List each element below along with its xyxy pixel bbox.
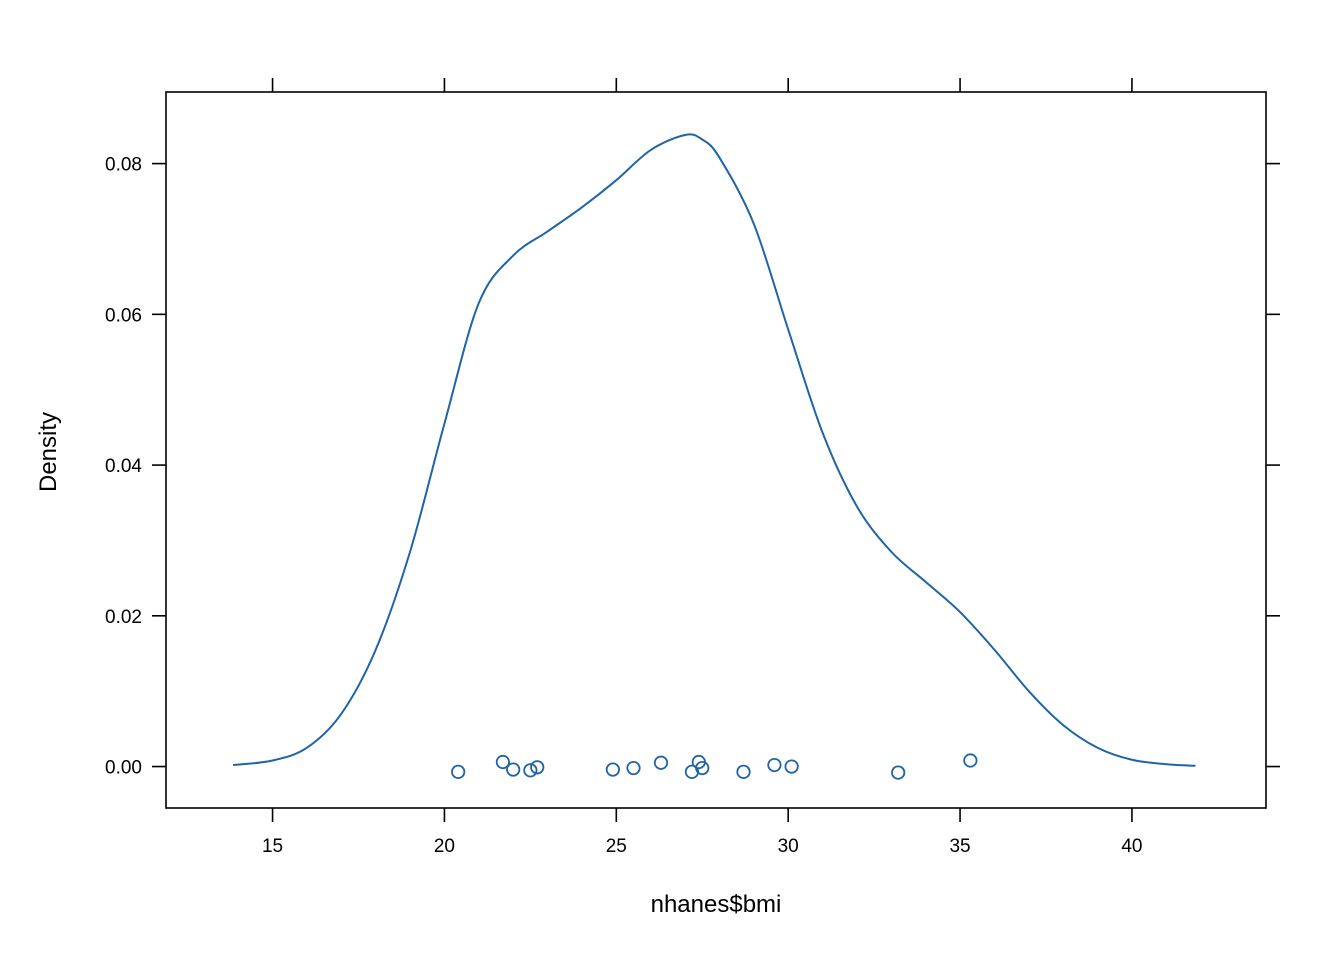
data-point xyxy=(506,762,521,777)
x-tick-label: 20 xyxy=(434,836,455,857)
x-axis: 15 20 25 30 35 40 xyxy=(262,78,1143,857)
y-tick-label: 0.04 xyxy=(105,456,142,477)
data-point xyxy=(767,757,782,773)
data-point xyxy=(451,764,466,779)
data-point xyxy=(530,760,545,775)
y-tick-label: 0.08 xyxy=(105,155,142,176)
x-tick-label: 25 xyxy=(606,836,627,857)
data-point xyxy=(495,754,510,770)
data-point xyxy=(891,765,906,780)
density-curve xyxy=(232,133,1196,767)
x-axis-label: nhanes$bmi xyxy=(651,891,782,918)
x-tick-label: 15 xyxy=(262,836,283,857)
x-tick-label: 35 xyxy=(949,836,970,857)
data-point xyxy=(653,755,669,770)
plot-frame xyxy=(165,91,1267,809)
data-point xyxy=(626,760,641,776)
y-tick-label: 0.02 xyxy=(105,607,142,628)
data-point xyxy=(695,760,710,776)
y-axis-label: Density xyxy=(35,412,62,492)
data-point xyxy=(523,763,538,778)
y-tick-label: 0.00 xyxy=(105,758,142,779)
data-point xyxy=(784,759,799,774)
y-axis: 0.00 0.02 0.04 0.06 0.08 xyxy=(105,155,1280,779)
rug-points xyxy=(451,753,978,780)
y-tick-label: 0.06 xyxy=(105,305,142,326)
data-point xyxy=(963,753,978,768)
x-tick-label: 40 xyxy=(1121,836,1142,857)
data-point xyxy=(736,764,751,779)
data-point xyxy=(605,762,620,777)
x-tick-label: 30 xyxy=(778,836,799,857)
